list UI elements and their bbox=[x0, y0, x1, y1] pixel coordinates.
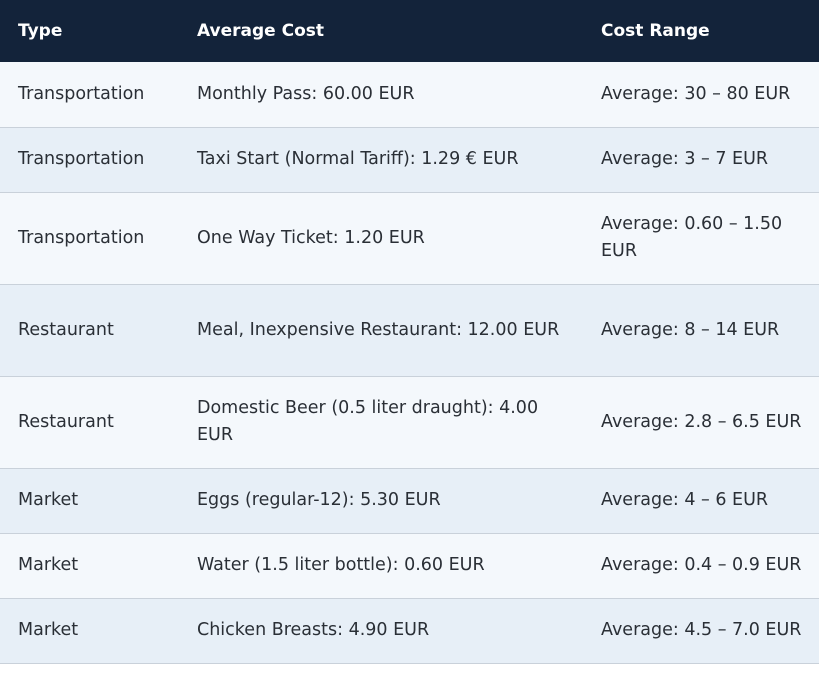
column-header-average-cost: Average Cost bbox=[197, 21, 325, 41]
table-row: Restaurant Domestic Beer (0.5 liter drau… bbox=[0, 376, 819, 468]
cell-type: Transportation bbox=[18, 227, 145, 248]
column-header-cost-range: Cost Range bbox=[601, 21, 710, 41]
cell-type: Market bbox=[18, 620, 79, 640]
cell-cost-range: Average: 30 – 80 EUR bbox=[601, 83, 791, 104]
cell-average-cost: Taxi Start (Normal Tariff): 1.29 € EUR bbox=[197, 149, 519, 169]
cell-type: Market bbox=[18, 490, 79, 510]
cell-average-cost: Water (1.5 liter bottle): 0.60 EUR bbox=[197, 555, 485, 575]
cell-cost-range: Average: 4 – 6 EUR bbox=[601, 490, 769, 510]
table-header-row: Type Average Cost Cost Range bbox=[0, 0, 819, 62]
cell-average-cost: Meal, Inexpensive Restaurant: 12.00 EUR bbox=[197, 319, 560, 340]
cell-type: Market bbox=[18, 555, 79, 575]
cell-average-cost: Eggs (regular-12): 5.30 EUR bbox=[197, 490, 441, 510]
cell-average-cost: One Way Ticket: 1.20 EUR bbox=[197, 227, 425, 248]
cell-cost-range: Average: 0.4 – 0.9 EUR bbox=[601, 555, 802, 575]
table-row: Transportation Taxi Start (Normal Tariff… bbox=[0, 127, 819, 192]
table-row: Market Water (1.5 liter bottle): 0.60 EU… bbox=[0, 533, 819, 598]
cell-type: Restaurant bbox=[18, 319, 114, 340]
cell-cost-range: Average: 2.8 – 6.5 EUR bbox=[601, 411, 802, 432]
cell-average-cost: Monthly Pass: 60.00 EUR bbox=[197, 83, 415, 104]
table-row: Market Eggs (regular-12): 5.30 EUR Avera… bbox=[0, 468, 819, 533]
table-row: Transportation Monthly Pass: 60.00 EUR A… bbox=[0, 62, 819, 127]
cell-cost-range: Average: 8 – 14 EUR bbox=[601, 319, 780, 340]
cell-type: Restaurant bbox=[18, 411, 114, 432]
cell-type: Transportation bbox=[18, 149, 145, 169]
cell-cost-range: Average: 0.60 – 1.50 EUR bbox=[601, 214, 783, 261]
cell-average-cost: Chicken Breasts: 4.90 EUR bbox=[197, 620, 430, 640]
table-row: Restaurant Meal, Inexpensive Restaurant:… bbox=[0, 284, 819, 376]
cell-cost-range: Average: 4.5 – 7.0 EUR bbox=[601, 620, 802, 640]
cell-type: Transportation bbox=[18, 83, 145, 104]
cell-average-cost: Domestic Beer (0.5 liter draught): 4.00 … bbox=[197, 398, 539, 445]
cell-cost-range: Average: 3 – 7 EUR bbox=[601, 149, 769, 169]
table-row: Market Chicken Breasts: 4.90 EUR Average… bbox=[0, 598, 819, 663]
column-header-type: Type bbox=[18, 21, 63, 41]
table-row: Transportation One Way Ticket: 1.20 EUR … bbox=[0, 192, 819, 284]
